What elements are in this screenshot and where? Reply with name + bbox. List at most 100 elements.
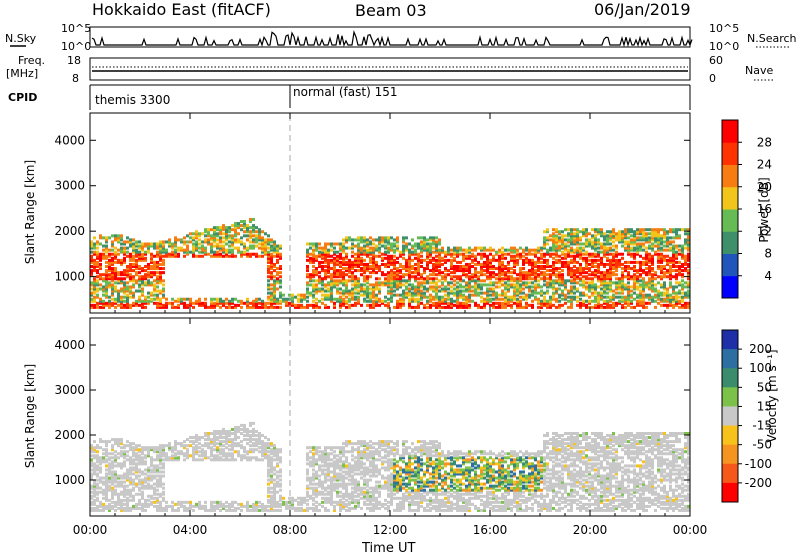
- power-cell: [327, 283, 330, 287]
- power-cell: [306, 303, 309, 307]
- power-cell: [237, 226, 240, 230]
- power-cell: [270, 295, 273, 299]
- power-cell: [501, 269, 504, 273]
- power-cell: [456, 275, 459, 279]
- power-cell: [270, 293, 273, 297]
- power-cell: [123, 291, 126, 295]
- power-cell: [414, 250, 417, 254]
- velocity-cell: [108, 470, 111, 474]
- power-cell: [444, 254, 447, 258]
- power-cell: [609, 303, 612, 307]
- power-cell: [240, 224, 243, 228]
- power-cell: [201, 240, 204, 244]
- power-cell: [432, 246, 435, 250]
- power-cell: [561, 283, 564, 287]
- velocity-cell: [114, 464, 117, 468]
- power-cell: [681, 244, 684, 248]
- power-cell: [567, 279, 570, 283]
- velocity-cell: [240, 456, 243, 460]
- power-cell: [618, 232, 621, 236]
- power-cell: [462, 303, 465, 307]
- power-cell: [399, 250, 402, 254]
- power-cell: [246, 299, 249, 303]
- power-cell: [276, 267, 279, 271]
- power-cell: [321, 301, 324, 305]
- power-cell: [603, 252, 606, 256]
- power-cell: [648, 269, 651, 273]
- velocity-cell: [132, 454, 135, 458]
- power-cell: [210, 242, 213, 246]
- power-cell: [414, 242, 417, 246]
- power-cell: [513, 265, 516, 268]
- power-cell: [393, 283, 396, 287]
- power-cell: [567, 260, 570, 264]
- power-cell: [408, 258, 411, 262]
- velocity-cell: [144, 468, 147, 472]
- power-cell: [417, 246, 420, 250]
- velocity-cell: [144, 500, 147, 504]
- power-cell: [102, 305, 105, 309]
- power-cell: [318, 252, 321, 256]
- velocity-cell: [162, 454, 165, 458]
- power-cell: [366, 240, 369, 244]
- power-cell: [618, 252, 621, 256]
- velocity-cell: [231, 452, 234, 456]
- power-cell: [513, 279, 516, 283]
- power-cell: [663, 254, 666, 258]
- power-cell: [240, 301, 243, 305]
- power-cell: [441, 287, 444, 291]
- power-cell: [411, 250, 414, 254]
- velocity-cell: [168, 456, 171, 460]
- power-cell: [111, 267, 114, 271]
- power-cell: [108, 248, 111, 252]
- velocity-cell: [195, 450, 198, 454]
- power-cell: [156, 252, 159, 256]
- power-cell: [267, 240, 270, 244]
- power-cell: [108, 277, 111, 281]
- power-cell: [318, 277, 321, 281]
- power-cell: [570, 240, 573, 244]
- power-cell: [633, 267, 636, 271]
- power-cell: [117, 277, 120, 281]
- power-cell: [681, 248, 684, 252]
- power-cell: [231, 228, 234, 232]
- power-cell: [591, 291, 594, 295]
- power-cell: [312, 242, 315, 246]
- power-cell: [174, 248, 177, 252]
- power-cell: [207, 252, 210, 256]
- power-cell: [144, 297, 147, 301]
- velocity-cell: [150, 494, 153, 498]
- power-cell: [345, 240, 348, 244]
- power-cell: [459, 301, 462, 305]
- power-cell: [297, 297, 300, 301]
- velocity-cell: [228, 506, 231, 510]
- velocity-cell: [114, 456, 117, 460]
- velocity-cell: [156, 474, 159, 478]
- power-cell: [279, 275, 282, 279]
- power-cell: [438, 279, 441, 283]
- power-cell: [501, 256, 504, 260]
- power-cell: [153, 279, 156, 283]
- power-cell: [678, 291, 681, 295]
- power-cell: [585, 287, 588, 291]
- power-cell: [114, 275, 117, 279]
- power-cell: [114, 234, 117, 238]
- power-cell: [162, 267, 165, 271]
- power-cell: [498, 262, 501, 266]
- velocity-cell: [216, 438, 219, 442]
- power-cell: [501, 301, 504, 305]
- power-cell: [534, 265, 537, 268]
- power-cell: [516, 299, 519, 303]
- velocity-cell: [99, 502, 102, 506]
- velocity-cell: [159, 466, 162, 470]
- power-cell: [114, 260, 117, 264]
- power-cell: [594, 240, 597, 244]
- velocity-cell: [102, 482, 105, 486]
- power-cell: [318, 279, 321, 283]
- power-cell: [438, 273, 441, 277]
- power-cell: [456, 285, 459, 289]
- power-cell: [510, 279, 513, 283]
- power-cell: [408, 289, 411, 293]
- velocity-cell: [147, 486, 150, 490]
- velocity-cell: [216, 442, 219, 446]
